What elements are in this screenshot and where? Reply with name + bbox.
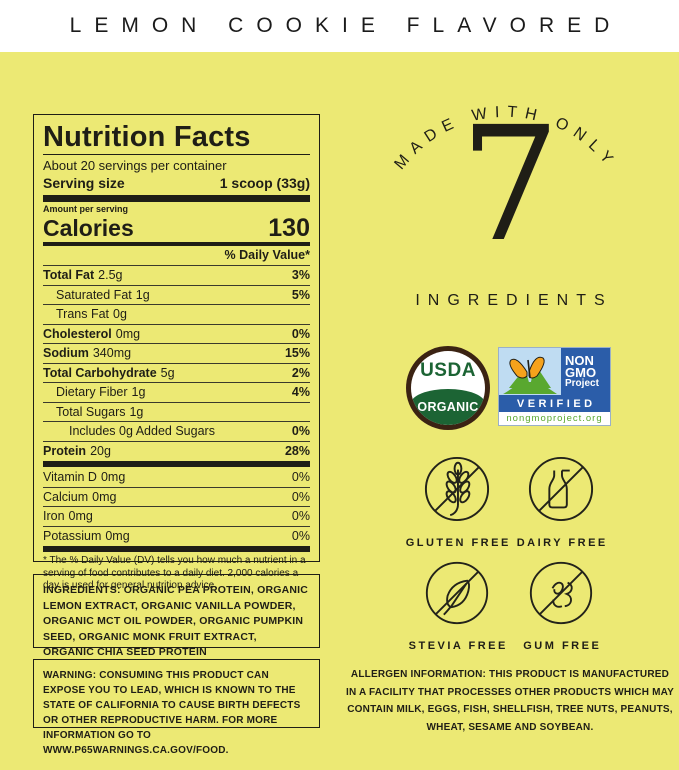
butterfly-icon xyxy=(499,348,561,395)
non-gmo-verified-badge: NON GMO Project VERIFIED nongmoproject.o… xyxy=(498,347,611,426)
allergen-information: ALLERGEN INFORMATION: THIS PRODUCT IS MA… xyxy=(345,669,675,733)
number-seven: 7 xyxy=(459,93,561,277)
nutrient-row-saturated-fat: Saturated Fat 1g 5% xyxy=(43,284,310,305)
nutrient-row-added-sugars: Includes 0g Added Sugars 0% xyxy=(43,421,310,441)
divider-thick xyxy=(43,546,310,552)
gum-strands-crossed-icon xyxy=(529,561,593,625)
serving-size-label: Serving size xyxy=(43,175,125,191)
wheat-crossed-icon xyxy=(424,456,490,522)
gluten-free-label: GLUTEN FREE xyxy=(405,537,511,549)
ingredients-box: INGREDIENTS: ORGANIC PEA PROTEIN, ORGANI… xyxy=(33,574,320,658)
non-gmo-project-text: NON GMO Project xyxy=(561,348,610,395)
divider-thick xyxy=(43,461,310,467)
dairy-free-item: DAIRY FREE xyxy=(506,455,616,549)
nutrition-facts-panel: Nutrition Facts About 20 servings per co… xyxy=(33,114,320,591)
nutrient-row-potassium: Potassium 0mg 0% xyxy=(43,525,310,546)
calories-row: Calories 130 xyxy=(43,215,310,241)
calories-label: Calories xyxy=(43,215,134,241)
flavor-band: LEMON COOKIE FLAVORED xyxy=(0,0,679,52)
milk-bottle-crossed-icon xyxy=(528,456,594,522)
gum-free-label: GUM FREE xyxy=(523,640,602,652)
nutrient-row-trans-fat: Trans Fat 0g xyxy=(43,304,310,324)
nutrient-row-dietary-fiber: Dietary Fiber 1g 4% xyxy=(43,382,310,402)
calories-value: 130 xyxy=(268,214,310,242)
ingredients-text: INGREDIENTS: ORGANIC PEA PROTEIN, ORGANI… xyxy=(43,584,309,658)
usda-text: USDA xyxy=(420,360,476,381)
nutrient-row-cholesterol: Cholesterol 0mg 0% xyxy=(43,323,310,344)
ingredients-word: INGREDIENTS xyxy=(415,292,613,309)
nutrient-row-calcium: Calcium 0mg 0% xyxy=(43,486,310,507)
nutrient-row-vitamin-d: Vitamin D 0mg 0% xyxy=(43,470,310,484)
nutrient-row-total-sugars: Total Sugars 1g xyxy=(43,401,310,422)
stevia-free-label: STEVIA FREE xyxy=(408,640,508,652)
amount-per-serving-label: Amount per serving xyxy=(43,204,129,214)
nutrition-facts-title: Nutrition Facts xyxy=(43,121,310,155)
stevia-free-item: STEVIA FREE xyxy=(402,560,512,652)
serving-size-value: 1 scoop (33g) xyxy=(219,175,310,191)
nutrient-row-total-fat: Total Fat 2.5g 3% xyxy=(43,265,310,285)
nutrient-row-sodium: Sodium 340mg 15% xyxy=(43,343,310,363)
verified-text: VERIFIED xyxy=(499,395,610,412)
nongmo-url: nongmoproject.org xyxy=(499,412,610,425)
daily-value-footnote: * The % Daily Value (DV) tells you how m… xyxy=(43,555,306,591)
nutrient-row-protein: Protein 20g 28% xyxy=(43,440,310,461)
nutrient-row-iron: Iron 0mg 0% xyxy=(43,506,310,526)
nutrient-row-total-carbohydrate: Total Carbohydrate 5g 2% xyxy=(43,362,310,383)
dairy-free-label: DAIRY FREE xyxy=(516,537,608,549)
organic-text: ORGANIC xyxy=(411,389,485,425)
warning-text: WARNING: CONSUMING THIS PRODUCT CAN EXPO… xyxy=(43,670,301,756)
stevia-leaf-crossed-icon xyxy=(425,561,489,625)
daily-value-header: % Daily Value* xyxy=(224,248,310,262)
made-with-only-arc: MADE WITH ONLY xyxy=(391,104,613,173)
divider-thick xyxy=(43,195,310,202)
serving-size-row: Serving size 1 scoop (33g) xyxy=(43,174,310,192)
divider-medium xyxy=(43,242,310,246)
gum-free-item: GUM FREE xyxy=(506,560,616,652)
prop65-warning-box: WARNING: CONSUMING THIS PRODUCT CAN EXPO… xyxy=(33,659,320,756)
gluten-free-item: GLUTEN FREE xyxy=(402,455,512,549)
flavor-title: LEMON COOKIE FLAVORED xyxy=(69,14,623,37)
servings-per-container: About 20 servings per container xyxy=(43,158,227,173)
usda-organic-badge: USDA ORGANIC xyxy=(406,346,490,430)
